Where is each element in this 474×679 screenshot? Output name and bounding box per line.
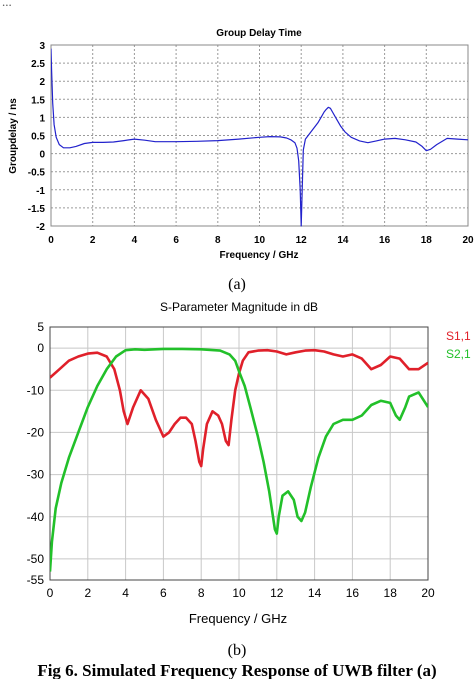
panel-b-caption: (b)	[228, 642, 247, 659]
x-tick-label: 20	[462, 235, 474, 246]
y-tick-label: -0.5	[28, 168, 46, 179]
x-tick-label: 18	[384, 586, 398, 600]
legend-entry-S11: S1,1	[446, 329, 471, 343]
grid	[50, 44, 469, 227]
y-tick-label: 0.5	[31, 132, 45, 143]
x-tick-labels: 0 2 4 6 8 10 12 14 16 18 20	[48, 235, 474, 246]
y-tick-label: 1	[39, 113, 45, 124]
header-fragment: ...	[2, 0, 12, 9]
legend-entry-S21: S2,1	[446, 347, 471, 361]
panel-a-caption: (a)	[228, 276, 246, 293]
chart-title: S-Parameter Magnitude in dB	[160, 300, 318, 314]
x-tick-label: 4	[132, 235, 138, 246]
plot-area	[50, 347, 428, 572]
y-tick-labels: 5 0 -10 -20 -30 -40 -50 -55	[27, 320, 45, 587]
figure-caption: Fig 6. Simulated Frequency Response of U…	[37, 661, 436, 679]
y-tick-label: 0	[37, 341, 44, 355]
x-axis-label: Frequency / GHz	[220, 250, 299, 261]
x-tick-label: 2	[84, 586, 91, 600]
s-parameter-chart: S-Parameter Magnitude in dB 0 2 4 6 8 10 12 14 1…	[27, 300, 471, 626]
x-tick-labels: 0 2 4 6 8 10 12 14 16 18 20	[47, 586, 435, 600]
y-tick-label: -20	[27, 425, 45, 439]
x-tick-label: 6	[173, 235, 179, 246]
legend: S1,1 S2,1	[446, 329, 471, 361]
x-tick-label: 10	[254, 235, 266, 246]
y-tick-label: -55	[27, 573, 45, 587]
y-tick-labels: 3 2.5 2 1.5 1 0.5 0 -0.5 -1 -1.5 -2	[28, 41, 46, 233]
x-tick-label: 14	[308, 586, 322, 600]
y-tick-label: -2	[36, 222, 45, 233]
x-tick-label: 6	[160, 586, 167, 600]
x-tick-label: 10	[232, 586, 246, 600]
x-axis-label: Frequency / GHz	[189, 611, 287, 626]
y-tick-label: -1	[36, 186, 45, 197]
y-tick-label: 2	[39, 77, 45, 88]
y-tick-label: -50	[27, 552, 45, 566]
x-tick-label: 12	[270, 586, 284, 600]
x-tick-label: 8	[198, 586, 205, 600]
x-tick-label: 4	[122, 586, 129, 600]
y-tick-label: 2.5	[31, 59, 45, 70]
grid	[49, 326, 429, 581]
y-tick-label: -30	[27, 468, 45, 482]
x-tick-label: 0	[47, 586, 54, 600]
y-tick-label: -40	[27, 510, 45, 524]
series-line-S21	[50, 347, 428, 572]
x-tick-label: 0	[48, 235, 54, 246]
y-tick-label: 0	[39, 150, 45, 161]
x-tick-label: 16	[379, 235, 391, 246]
y-tick-label: 1.5	[31, 95, 45, 106]
x-tick-label: 8	[215, 235, 221, 246]
group-delay-chart: Group Delay Time 0 2 4 6 8 10 12 14 16 18 20 32.52…	[8, 28, 474, 261]
x-tick-label: 18	[421, 235, 433, 246]
series-line-0	[51, 48, 468, 227]
y-tick-label: 5	[37, 320, 44, 334]
x-tick-label: 12	[296, 235, 308, 246]
plot-area	[51, 48, 468, 227]
x-tick-label: 20	[421, 586, 435, 600]
x-tick-label: 14	[337, 235, 349, 246]
series-line-S11	[50, 348, 428, 468]
plot-frame	[49, 326, 429, 581]
plot-frame	[50, 44, 469, 227]
chart-title: Group Delay Time	[216, 28, 302, 39]
x-tick-label: 2	[90, 235, 96, 246]
y-axis-label: Groupdelay / ns	[8, 98, 19, 174]
x-tick-label: 16	[346, 586, 360, 600]
y-tick-label: -10	[27, 383, 45, 397]
y-tick-label: 3	[39, 41, 45, 52]
y-tick-label: -1.5	[28, 204, 46, 215]
